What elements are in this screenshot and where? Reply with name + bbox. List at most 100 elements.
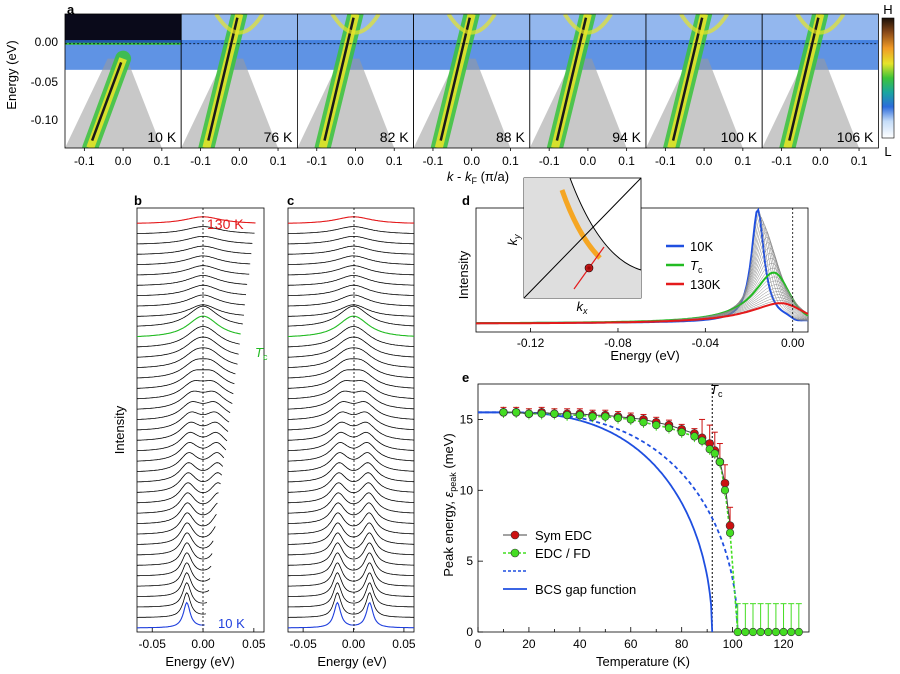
- panel-d-ylabel: Intensity: [456, 250, 471, 299]
- edc-curve: [287, 482, 415, 504]
- edc-curve: [136, 532, 214, 556]
- arpes-upper-branch: [679, 14, 730, 35]
- edc-curve: [288, 305, 415, 327]
- edc-curve: [137, 462, 224, 483]
- panel-e: e Peak energy, εpeak (meV) 0 20 40 60 80 100 1…: [441, 370, 810, 669]
- a-xtick: -0.1: [190, 154, 211, 168]
- arpes-band-core: [788, 17, 820, 141]
- panel-c-xticks: -0.05 0.00 0.05: [289, 628, 416, 651]
- edc-curve: [137, 336, 239, 358]
- arpes-dark-region: [65, 14, 182, 44]
- panel-b-xticks: -0.05 0.00 0.05: [139, 628, 266, 651]
- panel-e-tc-label: Tc: [710, 382, 723, 399]
- panel-d-label: d: [462, 193, 470, 208]
- a-ytick: -0.05: [31, 75, 59, 89]
- a-xtick: 0.0: [231, 154, 248, 168]
- edc-curve: [136, 358, 236, 379]
- arpes-upper-branch: [795, 14, 846, 35]
- edc-curve: [137, 542, 213, 566]
- arpes-panel: 106 K: [761, 13, 879, 149]
- edc-curve: [137, 522, 216, 545]
- edc-curve: [136, 326, 240, 348]
- edc-fd-point: [748, 627, 758, 637]
- a-xtick: 0.0: [115, 154, 132, 168]
- d-xtick: -0.12: [517, 336, 545, 350]
- a-xtick: 0.0: [812, 154, 829, 168]
- panel-e-frame: [477, 383, 810, 633]
- edc-curve: [288, 255, 415, 265]
- edc-curve: [137, 401, 231, 420]
- edc-curve: [136, 216, 256, 224]
- edc-fd-point: [710, 449, 719, 458]
- edc-curve: [288, 552, 414, 577]
- panel-a-yticks: 0.00 -0.05 -0.10: [31, 35, 59, 127]
- edc-curve: [137, 502, 218, 524]
- edc-fd-point: [756, 627, 765, 637]
- panel-e-plot: [478, 384, 803, 637]
- d-xtick: -0.04: [692, 336, 720, 350]
- a-xtick: 0.1: [386, 154, 403, 168]
- panel-d: d Intensity -0.12 -0.08 -0.04 0.00 Energy (…: [456, 177, 809, 363]
- panel-a-xticks: -0.1 0.0 0.1 -0.1 0.0 0.1 -0.1 0.0 0.1 -0.1 0.0 0.1…: [74, 148, 868, 168]
- edc-curve: [288, 512, 415, 535]
- panel-e-ylabel: Peak energy, εpeak (meV): [441, 433, 458, 577]
- edc-curve: [288, 592, 414, 618]
- edc-fd-point: [771, 627, 781, 637]
- legend-label-130k: 130K: [690, 277, 721, 292]
- edc-curve: [288, 236, 414, 245]
- edc-fd-point: [563, 411, 572, 420]
- arpes-temp-label: 94 K: [612, 129, 641, 145]
- e-xtick: 40: [573, 637, 587, 651]
- edc-curve: [137, 265, 250, 276]
- arpes-temp-label: 100 K: [721, 129, 758, 145]
- a-xtick: 0.0: [347, 154, 364, 168]
- arpes-panel: 88 K: [413, 13, 531, 149]
- arpes-upper-branch: [446, 14, 497, 35]
- a-xtick: -0.1: [423, 154, 444, 168]
- legend-label-bcs: BCS gap function: [535, 582, 636, 597]
- panel-e-legend: Sym EDC EDC / FD BCS gap function: [503, 528, 636, 597]
- e-ytick: 15: [460, 412, 474, 426]
- edc-curve: [137, 284, 247, 296]
- panel-b-xlabel: Energy (eV): [165, 654, 234, 669]
- edc-curve: [288, 265, 414, 276]
- edc-curve: [288, 336, 415, 358]
- edc-curve: [287, 532, 414, 556]
- arpes-upper-branch: [214, 14, 265, 35]
- edc-curve: [288, 542, 415, 566]
- arpes-upper-branch: [562, 14, 613, 35]
- edc-curve: [288, 601, 414, 629]
- arpes-panel: 10 K: [64, 13, 182, 149]
- edc-curve: [137, 315, 241, 338]
- edc-fd-point: [537, 409, 546, 418]
- a-xtick: -0.1: [539, 154, 560, 168]
- edc-curve: [287, 304, 414, 317]
- a-xtick: -0.1: [74, 154, 95, 168]
- panel-d-frame: [475, 207, 809, 333]
- arpes-band-core: [90, 61, 123, 141]
- edc-curve: [288, 390, 415, 410]
- d-edc-curve: [476, 300, 809, 324]
- panel-c-xlabel: Energy (eV): [317, 654, 386, 669]
- panel-e-ticks: 0 20 40 60 80 100 120 0 5 10 15: [460, 412, 794, 651]
- edc-curve: [288, 562, 414, 587]
- edc-curve: [288, 502, 414, 524]
- edc-curve: [288, 522, 414, 545]
- panel-c-label: c: [287, 193, 294, 208]
- edc-fd-point: [741, 627, 750, 637]
- e-xtick: 0: [475, 637, 482, 651]
- edc-fd-point: [613, 413, 623, 423]
- arpes-temp-label: 88 K: [496, 129, 525, 145]
- edc-curve: [136, 421, 229, 441]
- panel-b-label: b: [134, 193, 142, 208]
- edc-fd-point: [601, 412, 610, 421]
- arpes-panel: 94 K: [529, 13, 647, 149]
- edc-fd-point: [512, 408, 521, 417]
- colorbar-low-label: L: [884, 144, 891, 159]
- edc-curve: [287, 421, 415, 441]
- colorbar-high-label: H: [883, 2, 892, 17]
- d-xtick: -0.08: [604, 336, 632, 350]
- edc-curve: [137, 452, 225, 472]
- a-xtick: 0.0: [580, 154, 597, 168]
- e-ytick: 5: [466, 554, 473, 568]
